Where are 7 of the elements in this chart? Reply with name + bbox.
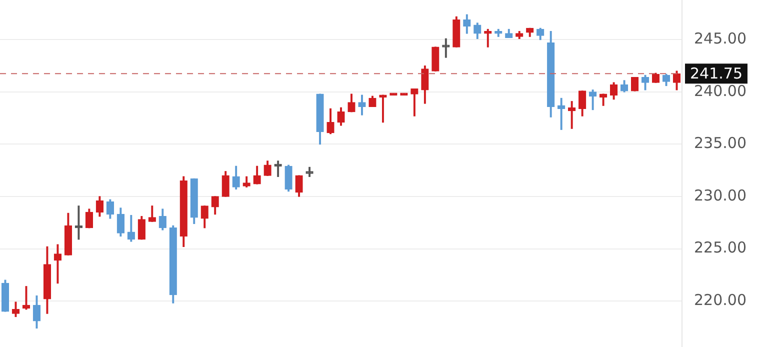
y-tick-label: 225.00: [694, 238, 746, 257]
y-tick-label: 245.00: [694, 30, 746, 48]
y-tick-label: 240.00: [694, 82, 746, 100]
y-tick-label: 220.00: [694, 290, 746, 309]
y-tick-label: 230.00: [694, 186, 746, 204]
y-tick-label: 235.00: [694, 134, 746, 152]
ref-line-label: 241.75: [690, 64, 742, 83]
